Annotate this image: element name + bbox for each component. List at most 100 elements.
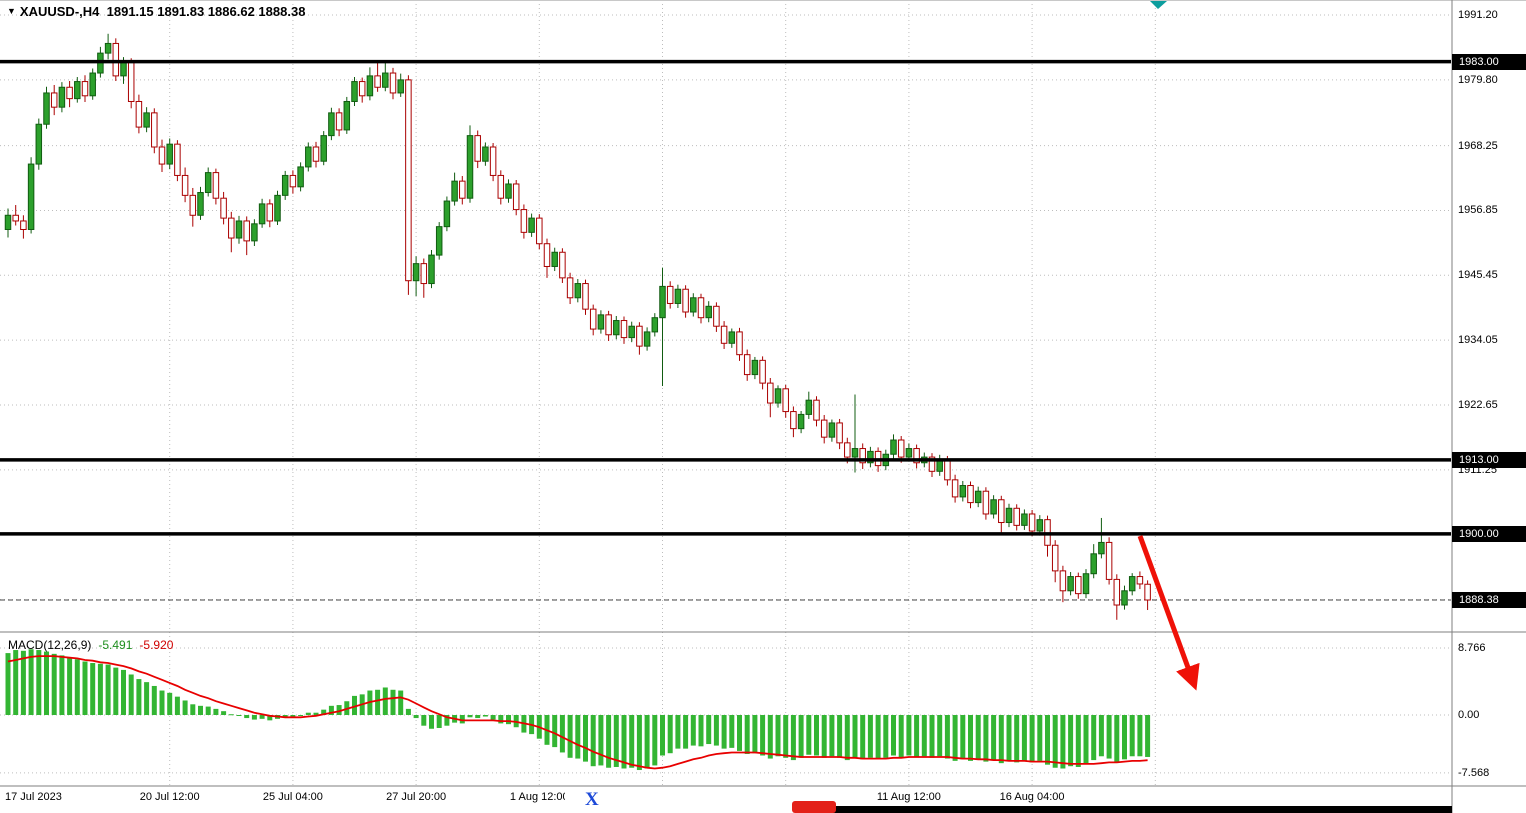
candle-body [174,143,181,176]
macd-main-value: -5.491 [98,638,133,652]
macd-histogram-bar [713,715,719,746]
candle-body [1005,507,1013,524]
macd-histogram-bar [244,715,250,719]
macd-histogram-bar [144,682,150,715]
candle-body [212,172,220,199]
candle-body [1121,590,1128,606]
candle-body [1028,513,1036,532]
macd-histogram-bar [459,715,465,724]
macd-label: MACD(12,26,9) [8,638,92,652]
candle-body [112,42,120,77]
candle-body [459,180,466,199]
candle-body [782,388,789,413]
macd-histogram-bar [675,715,681,749]
candle-body [589,308,597,330]
macd-histogram-bar [660,715,665,756]
candle-body [736,331,743,356]
candle-body [20,220,27,230]
macd-histogram-bar [205,706,211,715]
macd-histogram-bar [891,715,896,756]
time-axis-label: 17 Jul 2023 [5,791,62,803]
time-axis-label: 27 Jul 20:00 [386,791,447,803]
candle-body [528,217,535,233]
macd-histogram-bar [1021,715,1027,761]
candle-body [235,220,243,239]
candle-body [1036,519,1044,532]
candle-body [720,325,728,344]
candle-body [1136,576,1144,585]
grid [0,0,1451,786]
macd-histogram-bar [174,696,180,715]
macd-signal-value: -5.920 [139,638,174,652]
macd-histogram-bar [221,711,227,715]
macd-histogram-bar [429,715,434,729]
macd-histogram-bar [290,715,296,718]
macd-histogram-bar [121,669,126,715]
macd-histogram-bar [559,715,565,753]
candle-body [682,288,689,313]
candle-body [320,135,327,162]
price-level-tag: 1900.00 [1452,525,1526,542]
candle-body [743,354,751,376]
candle-body [1098,541,1105,555]
candle-body [81,81,89,97]
macd-histogram-bar [814,715,819,756]
candle-body [751,359,759,376]
time-axis-label: 16 Aug 04:00 [999,791,1065,803]
candle-body [197,192,204,216]
candle-body [728,331,736,344]
macd-axis-label: 8.766 [1458,642,1486,654]
macd-histogram-bar [1129,715,1135,757]
trend-arrow-annotation[interactable] [1137,535,1200,691]
macd-histogram-bar [436,715,442,728]
macd-histogram-bar [398,690,404,715]
candle-body [1051,544,1059,572]
macd-histogram-bar [760,715,766,756]
macd-readout: MACD(12,26,9) -5.491 -5.920 [8,638,173,652]
macd-histogram-bar [159,690,165,715]
chart-shift-marker[interactable] [1150,1,1167,9]
macd-histogram-bar [1045,715,1050,765]
macd-axis-label: 0.00 [1458,709,1480,721]
macd-histogram-bar [51,653,57,715]
macd-histogram-bar [944,715,950,759]
candle-body [289,174,297,188]
candle-body [905,448,913,458]
macd-histogram-bar [729,715,735,748]
macd-histogram-bar [1122,715,1127,760]
candle-body [666,285,674,304]
price-axis-label: 1968.25 [1458,139,1498,152]
candle-body [489,146,497,176]
macd-histogram-bar [151,685,157,715]
time-axis-label: 20 Jul 12:00 [139,791,200,803]
candle-body [1013,507,1020,526]
macd-histogram-bar [1098,715,1104,757]
macd-histogram-bar [382,687,388,715]
candle-body [189,194,197,216]
candle-body [466,135,474,199]
macd-histogram-bar [706,715,712,745]
candle-body [613,320,620,336]
candle-body [274,194,281,222]
macd-histogram-bar [213,708,219,715]
candle-body [204,172,212,194]
candle-body [1128,576,1136,592]
candle-body [643,331,651,347]
candle-body [859,448,866,464]
candle-body [1059,570,1067,592]
candle-body [443,200,451,228]
candle-body [674,288,682,304]
candle-body [435,226,443,256]
candle-body [43,92,50,125]
candle-body [374,75,381,88]
candle-body [659,285,666,319]
macd-histogram-bar [90,663,96,715]
macd-histogram-bar [744,715,750,754]
macd-histogram-bar [883,715,889,758]
candle-body [990,499,997,515]
macd-histogram-bar [506,715,511,725]
macd-histogram-bar [1060,715,1066,769]
macd-histogram-bar [690,715,696,746]
